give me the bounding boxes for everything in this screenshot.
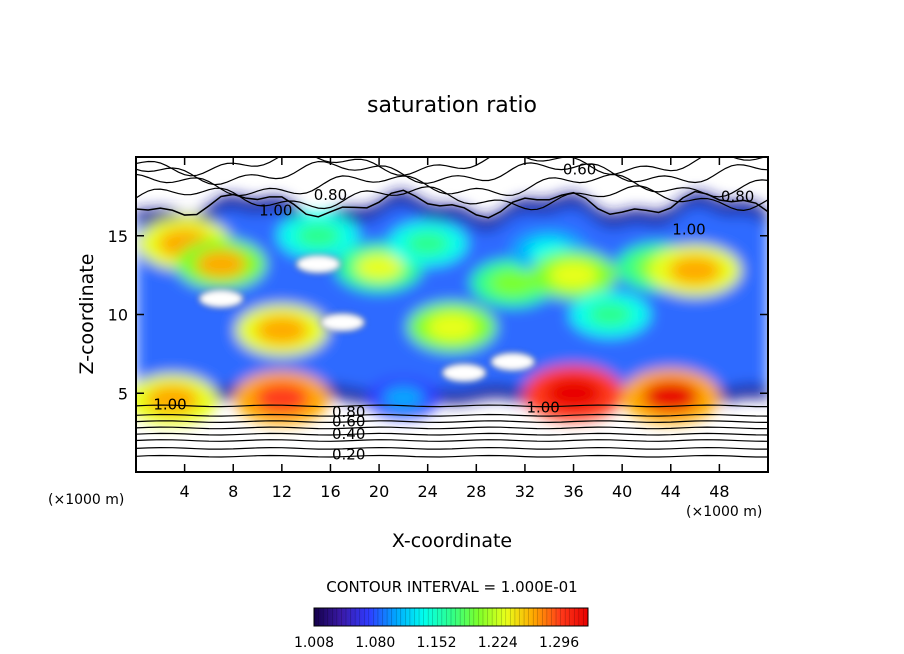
x-tick-label: 16	[320, 482, 340, 501]
x-unit-left: (×1000 m)	[48, 492, 124, 508]
field-blob	[233, 370, 330, 425]
contour-line	[136, 173, 768, 198]
field-blob	[530, 250, 618, 300]
field-blob	[648, 244, 742, 297]
contour-line	[136, 432, 768, 436]
field-blob	[366, 377, 440, 419]
x-tick-label: 40	[612, 482, 632, 501]
y-tick-label: 5	[118, 384, 128, 403]
contour-line	[136, 413, 768, 417]
x-tick-label: 12	[272, 482, 292, 501]
contour-line	[136, 446, 768, 450]
x-unit-right: (×1000 m)	[686, 504, 762, 520]
unsaturated-hole	[320, 312, 366, 332]
x-tick-label: 32	[515, 482, 535, 501]
x-tick-label: 44	[661, 482, 681, 501]
colorbar-tick-label: 1.080	[355, 635, 395, 651]
x-tick-label: 36	[563, 482, 583, 501]
plot-area: 0.600.801.000.801.001.00 1.000.800.600.40…	[136, 157, 768, 472]
contour-label: 1.00	[259, 202, 292, 220]
field-blob	[570, 292, 650, 337]
contour-line	[136, 426, 768, 430]
x-axis-ticks: 4 8 12 16 20 24 28 32 36 40 44 48	[180, 157, 730, 501]
field-blob	[388, 221, 467, 266]
colorbar-tick-label: 1.152	[416, 635, 456, 651]
contour-line	[136, 160, 768, 186]
contour-label: 0.80	[721, 187, 754, 205]
contour-interval-label: CONTOUR INTERVAL = 1.000E-01	[326, 578, 577, 596]
contour-line	[136, 420, 768, 424]
field-blob	[136, 373, 218, 426]
field-blob	[176, 238, 266, 290]
x-tick-label: 20	[369, 482, 389, 501]
field-blob	[235, 304, 328, 357]
colorbar-tick-label: 1.008	[294, 635, 334, 651]
field-blob	[523, 365, 624, 422]
contour-label: 0.80	[314, 186, 347, 204]
contour-label: 1.00	[672, 220, 705, 238]
unsaturated-hole	[441, 363, 487, 383]
x-tick-label: 24	[418, 482, 438, 501]
field-blob	[407, 302, 497, 352]
colorbar-tick-label: 1.224	[478, 635, 518, 651]
supersaturated-field	[136, 190, 768, 426]
unsaturated-hole	[198, 289, 244, 309]
x-tick-label: 8	[228, 482, 238, 501]
y-tick-label: 10	[108, 306, 128, 325]
contour-line	[136, 189, 768, 219]
contour-label: 0.80	[332, 403, 365, 421]
x-axis-label: X-coordinate	[392, 530, 512, 552]
contour-lines	[136, 157, 768, 458]
contour-label: 0.60	[563, 161, 596, 179]
contour-label: 0.60	[332, 413, 365, 431]
contour-line	[136, 404, 768, 408]
chart-title: saturation ratio	[367, 93, 537, 118]
x-tick-label: 4	[180, 482, 190, 501]
contour-labels: 0.600.801.000.801.001.00 1.000.800.600.40…	[153, 161, 754, 464]
contour-label: 1.00	[526, 398, 559, 416]
x-tick-label: 28	[466, 482, 486, 501]
contour-line	[136, 157, 767, 177]
contour-line	[136, 439, 768, 442]
y-axis-ticks: 5 10 15	[108, 227, 768, 403]
unsaturated-holes	[198, 254, 536, 383]
contour-line	[136, 454, 768, 458]
contour-label: 1.00	[153, 395, 186, 413]
unsaturated-hole	[295, 254, 341, 274]
colorbar-tick-label: 1.296	[539, 635, 579, 651]
contour-label: 0.20	[332, 446, 365, 464]
field-blob	[277, 213, 359, 259]
colorbar: 1.008 1.080 1.152 1.224 1.296	[294, 607, 589, 651]
x-tick-label: 48	[709, 482, 729, 501]
field-blob	[621, 368, 721, 425]
y-axis-label: Z-coordinate	[76, 254, 98, 375]
y-tick-label: 15	[108, 227, 128, 246]
unsaturated-hole	[490, 352, 536, 372]
contour-label: 0.40	[332, 425, 365, 443]
